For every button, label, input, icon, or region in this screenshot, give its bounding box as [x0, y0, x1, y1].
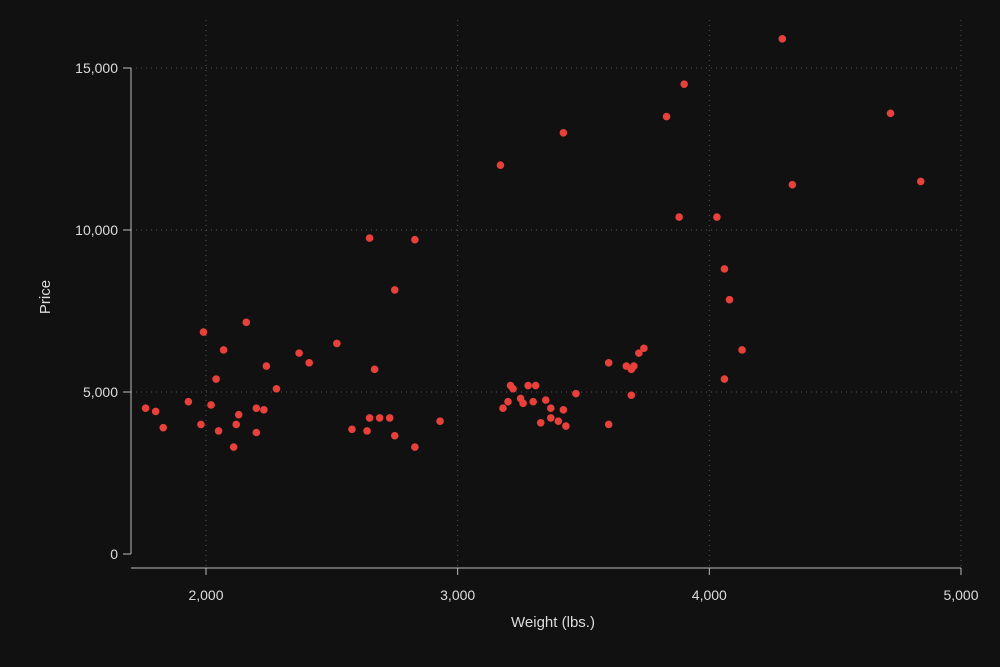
y-axis-title: Price — [37, 280, 54, 314]
y-tick-label: 0 — [110, 546, 118, 562]
data-point — [252, 404, 261, 413]
y-tick-label: 10,000 — [75, 222, 118, 238]
data-point — [212, 375, 220, 383]
data-point — [778, 35, 787, 43]
data-point — [159, 423, 168, 432]
data-point — [390, 286, 399, 294]
data-point — [305, 359, 313, 367]
data-point — [151, 407, 160, 416]
gridlines — [131, 20, 962, 568]
data-point — [333, 339, 341, 348]
data-point — [680, 80, 688, 88]
data-point — [141, 404, 150, 413]
data-point — [536, 418, 545, 427]
data-point — [436, 417, 444, 425]
data-point — [197, 420, 205, 429]
data-point — [604, 420, 613, 429]
data-point — [519, 399, 527, 408]
data-point — [713, 213, 721, 221]
data-point — [559, 406, 568, 414]
data-point — [295, 349, 303, 357]
data-point — [640, 344, 648, 353]
data-point — [504, 397, 512, 406]
data-point — [916, 177, 925, 186]
data-points — [141, 35, 925, 451]
data-point — [252, 428, 261, 437]
data-point — [529, 397, 537, 406]
x-tick-label: 4,000 — [692, 587, 727, 603]
data-point — [604, 359, 613, 367]
data-point — [635, 349, 643, 357]
data-point — [375, 414, 384, 422]
data-point — [232, 420, 240, 429]
x-axis-ticks: 2,000 3,000 4,000 5,000 — [188, 568, 979, 603]
data-point — [562, 422, 570, 430]
data-point — [720, 265, 729, 273]
x-tick-label: 2,000 — [188, 587, 223, 603]
data-point — [365, 234, 374, 242]
data-point — [234, 410, 243, 419]
data-point — [886, 109, 895, 118]
data-point — [630, 362, 638, 370]
data-point — [554, 417, 563, 425]
data-point — [559, 129, 568, 137]
data-point — [675, 213, 683, 221]
data-point — [788, 180, 797, 189]
data-point — [541, 396, 550, 404]
data-point — [219, 346, 228, 354]
y-tick-label: 5,000 — [83, 384, 118, 400]
data-point — [720, 375, 729, 383]
data-point — [546, 414, 555, 422]
data-point — [499, 404, 507, 413]
x-tick-label: 5,000 — [943, 587, 978, 603]
data-point — [229, 443, 238, 451]
data-point — [524, 381, 532, 390]
data-point — [370, 365, 379, 374]
x-axis-title: Weight (lbs.) — [511, 614, 595, 631]
data-point — [662, 112, 671, 121]
data-point — [184, 397, 193, 406]
data-point — [725, 295, 734, 304]
data-point — [627, 391, 636, 400]
data-point — [509, 384, 517, 393]
y-axis-ticks: 0 5,000 10,000 15,000 — [75, 60, 131, 562]
data-point — [411, 443, 419, 451]
data-point — [260, 406, 268, 414]
data-point — [262, 362, 271, 370]
data-point — [207, 401, 215, 409]
data-point — [363, 427, 371, 435]
data-point — [385, 414, 394, 422]
data-point — [390, 431, 399, 440]
data-point — [546, 404, 555, 413]
data-point — [214, 427, 223, 435]
data-point — [199, 328, 208, 336]
x-tick-label: 3,000 — [440, 587, 475, 603]
data-point — [365, 414, 374, 422]
data-point — [531, 381, 540, 390]
data-point — [348, 425, 356, 434]
y-tick-label: 15,000 — [75, 60, 118, 76]
data-point — [411, 235, 419, 244]
data-point — [572, 389, 580, 398]
data-point — [242, 318, 251, 327]
data-point — [272, 384, 281, 393]
axes — [130, 68, 961, 569]
data-point — [738, 346, 746, 354]
data-point — [496, 161, 505, 169]
